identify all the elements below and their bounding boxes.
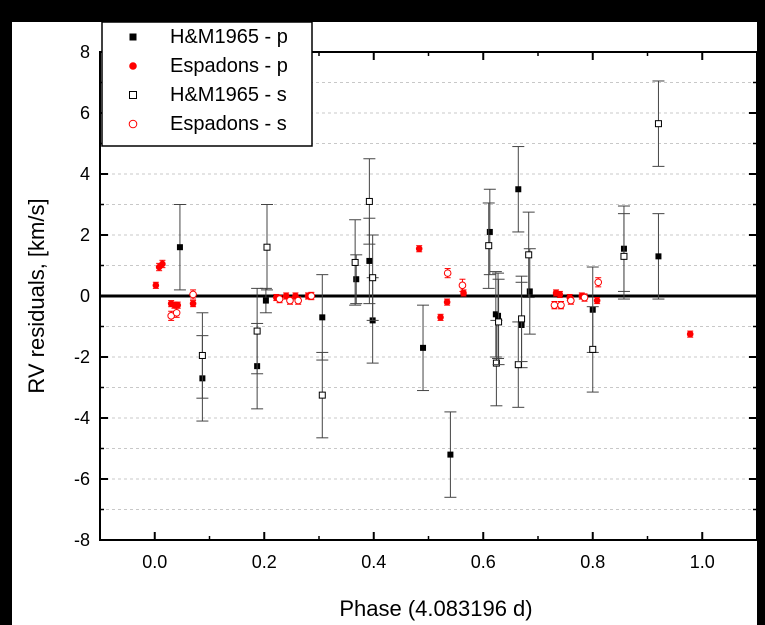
data-point <box>365 197 373 205</box>
legend-marker <box>129 33 137 41</box>
data-point <box>198 351 206 359</box>
x-axis-label: Phase (4.083196 d) <box>339 596 532 621</box>
data-point <box>515 186 522 193</box>
legend-marker <box>129 62 137 70</box>
data-point <box>307 292 316 300</box>
y-tick-label: 6 <box>80 103 90 123</box>
data-point <box>294 296 302 305</box>
data-point <box>458 281 467 290</box>
data-point <box>253 327 261 335</box>
data-point <box>495 312 502 319</box>
data-point <box>492 359 500 367</box>
series-4 <box>167 268 603 321</box>
data-point <box>437 314 444 321</box>
y-tick-label: 4 <box>80 164 90 184</box>
data-point <box>460 289 467 297</box>
data-point <box>152 282 160 289</box>
x-tick-label: 0.4 <box>361 552 386 572</box>
data-point <box>655 253 662 260</box>
data-point <box>580 293 589 302</box>
left-black-strip <box>0 0 12 625</box>
data-point <box>366 257 373 264</box>
data-point <box>485 242 493 250</box>
data-point <box>620 252 628 260</box>
legend-label: Espadons - p <box>170 55 288 77</box>
data-point <box>275 295 284 303</box>
data-point <box>550 301 559 309</box>
y-tick-label: 8 <box>80 42 90 62</box>
x-tick-label: 0.0 <box>142 552 167 572</box>
data-point <box>353 276 360 283</box>
series-3 <box>196 80 665 439</box>
data-point <box>556 291 564 298</box>
data-point <box>518 315 526 323</box>
data-point <box>189 290 197 299</box>
data-point <box>172 308 181 317</box>
data-point <box>286 296 294 305</box>
y-tick-label: -8 <box>74 530 90 550</box>
data-point <box>594 278 603 287</box>
data-point <box>159 260 166 268</box>
data-point <box>189 300 197 307</box>
legend-marker <box>129 91 137 99</box>
data-point <box>369 274 377 282</box>
data-series <box>152 80 694 498</box>
data-point <box>593 297 601 304</box>
data-point <box>447 451 454 458</box>
x-tick-label: 1.0 <box>690 552 715 572</box>
data-point <box>351 258 359 266</box>
data-point <box>319 314 326 321</box>
data-point <box>443 298 451 306</box>
data-point <box>526 288 533 295</box>
y-tick-label: 0 <box>80 286 90 306</box>
data-point <box>514 361 522 369</box>
legend-label: H&M1965 - s <box>170 84 287 106</box>
y-tick-label: 2 <box>80 225 90 245</box>
data-point <box>420 344 427 351</box>
data-point <box>415 245 423 253</box>
data-point <box>567 296 575 305</box>
top-black-strip <box>0 0 765 22</box>
data-point <box>557 301 565 309</box>
data-point <box>174 301 182 309</box>
data-point <box>525 251 533 259</box>
legend-marker <box>128 119 138 129</box>
legend: H&M1965 - p Espadons - p H&M1965 - s Espado… <box>101 21 313 147</box>
x-tick-label: 0.8 <box>580 552 605 572</box>
data-point <box>263 243 271 251</box>
x-tick-label: 0.6 <box>471 552 496 572</box>
y-axis-label: RV residuals, [km/s] <box>24 198 49 393</box>
y-tick-label: -4 <box>74 408 90 428</box>
y-tick-label: -2 <box>74 347 90 367</box>
data-point <box>654 120 662 128</box>
data-point <box>686 330 694 338</box>
data-point <box>589 345 597 353</box>
legend-label: H&M1965 - p <box>170 26 288 48</box>
data-point <box>495 318 503 326</box>
right-black-strip <box>757 0 765 625</box>
legend-label: Espadons - s <box>170 113 287 135</box>
y-tick-label: -6 <box>74 469 90 489</box>
data-point <box>486 228 493 235</box>
data-point <box>176 244 183 251</box>
data-point <box>443 269 452 277</box>
x-tick-label: 0.2 <box>252 552 277 572</box>
axis-ticks: 0.0 0.2 0.4 0.6 0.8 1.0 -8 -6 -4 -2 0 2 4 6 8 <box>74 42 758 572</box>
data-point <box>262 297 269 304</box>
data-point <box>318 391 326 399</box>
